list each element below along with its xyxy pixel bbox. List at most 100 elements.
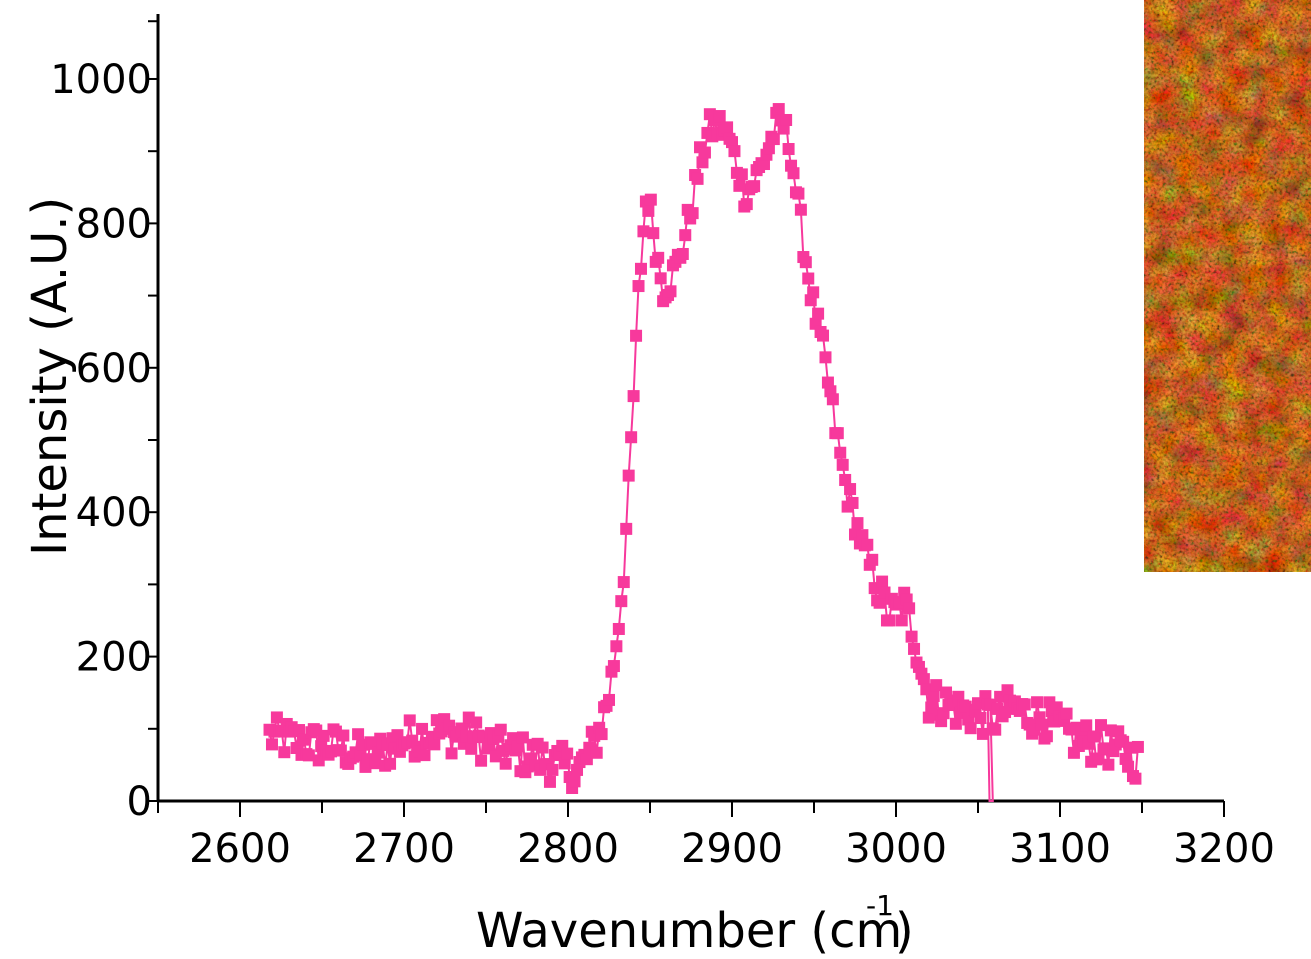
data-point	[927, 689, 940, 702]
data-point	[873, 596, 886, 609]
data-point	[265, 738, 278, 751]
x-tick-label: 2800	[517, 826, 619, 872]
data-point	[1122, 760, 1135, 773]
data-point	[418, 749, 431, 762]
data-point	[817, 329, 830, 342]
data-point	[686, 207, 699, 220]
data-point	[1129, 772, 1142, 785]
data-point	[757, 158, 770, 171]
data-point	[930, 679, 943, 692]
data-point	[595, 728, 608, 741]
data-point	[278, 746, 291, 759]
data-point	[475, 754, 488, 767]
data-point	[546, 763, 559, 776]
data-point	[603, 693, 615, 706]
data-point	[1080, 719, 1093, 732]
data-point	[664, 285, 677, 298]
data-point	[334, 744, 347, 757]
data-point	[612, 622, 625, 635]
data-point	[1092, 752, 1105, 765]
data-point	[1031, 696, 1044, 709]
data-point	[964, 722, 977, 735]
data-point	[511, 740, 524, 753]
data-point	[610, 640, 623, 653]
data-point	[642, 204, 655, 217]
data-point	[691, 172, 704, 185]
data-point	[627, 390, 640, 403]
data-point	[620, 522, 633, 535]
data-point	[302, 749, 315, 762]
data-point	[698, 146, 711, 159]
x-tick-label: 2900	[681, 826, 783, 872]
data-point	[834, 446, 847, 459]
data-point	[371, 746, 384, 759]
data-point	[615, 595, 628, 608]
data-point	[799, 256, 812, 269]
data-point	[844, 483, 857, 496]
data-point	[312, 754, 325, 767]
data-point	[644, 193, 657, 206]
data-point	[748, 180, 761, 193]
data-point	[787, 167, 800, 180]
data-point	[767, 133, 780, 146]
data-point	[1131, 740, 1144, 753]
data-point	[856, 529, 869, 542]
data-point	[735, 168, 748, 181]
data-point	[989, 723, 1002, 736]
data-point	[1102, 758, 1115, 771]
x-tick-labels: 2600 2700 2800 2900 3000 3100 3200	[189, 826, 1275, 872]
data-point	[908, 642, 921, 655]
data-point	[634, 262, 647, 275]
data-point	[733, 179, 746, 192]
x-tick-label: 2600	[189, 826, 291, 872]
data-point	[802, 272, 815, 285]
data-point	[637, 225, 650, 238]
x-axis-title-superscript: -1	[866, 889, 894, 922]
data-point	[839, 473, 852, 486]
data-point	[812, 307, 825, 320]
x-tick-label: 3200	[1173, 826, 1275, 872]
data-point	[895, 614, 908, 627]
data-point	[625, 431, 638, 444]
inset-map-image	[1144, 0, 1311, 572]
data-point	[819, 351, 832, 364]
data-point	[917, 673, 930, 686]
data-point	[580, 753, 593, 766]
data-point	[883, 614, 896, 627]
data-point	[652, 251, 665, 264]
data-point	[470, 716, 483, 729]
data-point	[1035, 718, 1048, 731]
data-point	[445, 747, 458, 760]
data-point	[794, 203, 807, 216]
data-point	[428, 738, 441, 751]
data-point	[494, 723, 507, 736]
data-point	[1060, 707, 1073, 720]
data-point	[647, 227, 660, 240]
data-point	[949, 717, 962, 730]
data-point	[499, 757, 512, 770]
data-point	[740, 198, 753, 211]
data-point	[1040, 730, 1053, 743]
y-tick-label: 600	[76, 346, 152, 392]
data-point	[713, 110, 726, 123]
data-point	[1018, 698, 1031, 711]
data-point	[630, 329, 643, 342]
x-axis-title-close: )	[895, 903, 914, 959]
data-point	[654, 272, 667, 285]
data-point	[792, 187, 805, 200]
data-point	[607, 660, 620, 673]
data-point	[679, 229, 692, 242]
data-point	[974, 712, 987, 725]
data-point	[516, 731, 529, 744]
data-point	[772, 103, 785, 116]
series-intensity	[263, 103, 1144, 802]
data-point	[905, 630, 918, 643]
data-point	[384, 757, 397, 770]
data-point	[617, 576, 630, 589]
data-point	[568, 775, 581, 788]
x-tick-label: 3000	[845, 826, 947, 872]
y-axis-title: Intensity (A.U.)	[22, 197, 78, 556]
data-point	[851, 517, 864, 530]
y-tick-label: 0	[127, 779, 152, 825]
data-point	[728, 145, 741, 158]
